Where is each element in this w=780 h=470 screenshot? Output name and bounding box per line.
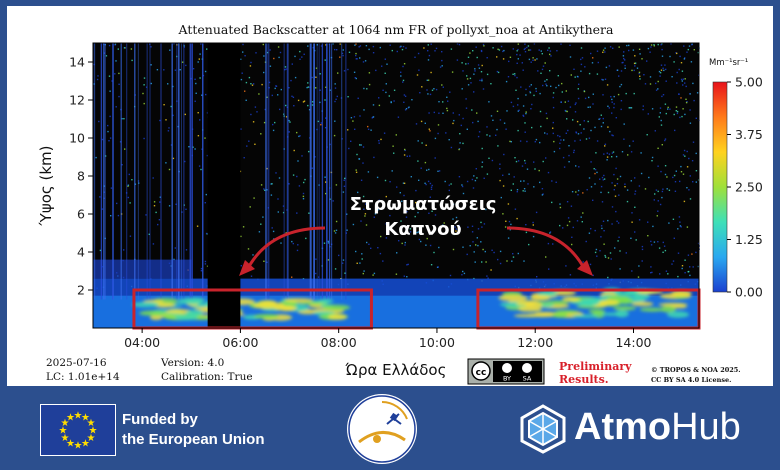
- y-tick-label: 10: [69, 131, 85, 146]
- calibration-text: Calibration: True: [161, 371, 253, 383]
- eu-star: ★: [89, 426, 98, 437]
- preliminary-line-2: Results.: [559, 373, 609, 386]
- y-tick-label: 12: [69, 93, 85, 108]
- version-text: Version: 4.0: [160, 357, 224, 369]
- chart-card: 04:00 06:00 08:00 10:00 12:00 14:00 2 4 6 8 10 12 14…: [7, 6, 773, 386]
- eu-star: ★: [81, 413, 90, 424]
- colorbar: [712, 81, 728, 293]
- eu-star: ★: [87, 418, 96, 429]
- date-text: 2025-07-16: [46, 357, 107, 369]
- brand-light: Hub: [671, 406, 741, 448]
- chart: 04:00 06:00 08:00 10:00 12:00 14:00 2 4 6 8 10 12 14…: [37, 22, 763, 386]
- colorbar-unit: Mm⁻¹sr⁻¹: [709, 58, 748, 68]
- y-tick-label: 14: [69, 55, 85, 70]
- y-tick-label: 4: [77, 245, 85, 260]
- eu-star: ★: [61, 418, 70, 429]
- y-tick-label: 2: [77, 283, 85, 298]
- x-axis-label: Ώρα Ελλάδος: [345, 361, 447, 379]
- upper-blue: [93, 259, 192, 279]
- y-tick-label: 6: [77, 207, 85, 222]
- colorbar-tick-label: 1.25: [735, 232, 763, 247]
- x-tick-label: 10:00: [419, 335, 455, 350]
- copyright-line-2: CC BY SA 4.0 License.: [651, 376, 731, 384]
- arrow-left-head: [239, 260, 255, 276]
- funded-line-2: the European Union: [122, 431, 265, 448]
- by-text: BY: [503, 375, 511, 383]
- y-axis-label: Ύψος (km): [37, 145, 55, 226]
- chart-title: Attenuated Backscatter at 1064 nm FR of …: [178, 22, 615, 37]
- annotation-line-2: Καπνού: [384, 219, 461, 240]
- eu-star: ★: [66, 413, 75, 424]
- eu-star: ★: [61, 433, 70, 444]
- plot-frame: [92, 42, 700, 329]
- atmohub-cube-icon: [518, 404, 568, 458]
- x-tick-label: 08:00: [321, 335, 357, 350]
- x-tick-label: 12:00: [517, 335, 553, 350]
- arrow-left: [245, 226, 326, 271]
- colorbar-tick-label: 0.00: [735, 285, 763, 300]
- eu-star: ★: [87, 433, 96, 444]
- colorbar-tick-label: 3.75: [735, 127, 763, 142]
- sa-text: SA: [523, 375, 532, 383]
- pangea-logo: [347, 394, 417, 464]
- preliminary-line-1: Preliminary: [559, 360, 632, 373]
- smoke-layer-2: [498, 287, 692, 319]
- eu-star: ★: [74, 441, 83, 452]
- eu-star: ★: [74, 411, 83, 422]
- funded-by-text: Funded by the European Union: [122, 410, 265, 450]
- eu-flag-icon: ★ ★ ★ ★ ★ ★ ★ ★ ★ ★ ★ ★: [40, 404, 116, 456]
- eu-star: ★: [81, 439, 90, 450]
- atmohub-wordmark: AtmoHub: [574, 403, 741, 451]
- colorbar-tick-label: 2.50: [735, 180, 763, 195]
- eu-star: ★: [59, 426, 68, 437]
- arrow-right-head: [577, 260, 593, 276]
- x-tick-label: 06:00: [222, 335, 258, 350]
- funded-line-1: Funded by: [122, 411, 198, 428]
- x-tick-label: 14:00: [615, 335, 651, 350]
- cc-text: cc: [476, 368, 487, 378]
- brand-bold: Atmo: [574, 406, 672, 448]
- x-tick-label: 04:00: [124, 335, 160, 350]
- cc-license-badge: cc BY SA: [467, 358, 545, 385]
- y-tick-label: 8: [77, 169, 85, 184]
- colorbar-tick-label: 5.00: [735, 75, 763, 90]
- data-gap: [207, 43, 241, 328]
- copyright-line-1: © TROPOS & NOA 2025.: [651, 366, 741, 374]
- annotation-line-1: Στρωματώσεις: [350, 194, 497, 215]
- eu-star: ★: [66, 439, 75, 450]
- lc-text: LC: 1.01e+14: [46, 371, 120, 383]
- arrow-right: [506, 226, 587, 271]
